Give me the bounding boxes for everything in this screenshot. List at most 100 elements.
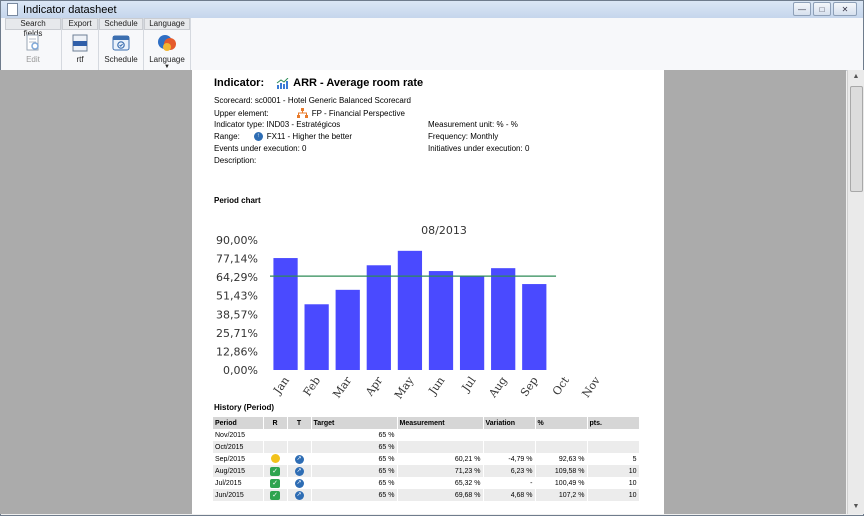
ribbon-toolbar: Search fields Edit Export rtf xyxy=(1,18,863,71)
cell-measurement xyxy=(397,429,484,441)
cell-period: Aug/2015 xyxy=(213,465,264,477)
events-field: Events under execution: 0 xyxy=(214,144,307,153)
group-label: Search fields xyxy=(5,18,61,38)
upper-element-field: Upper element: FP - Financial Perspectiv… xyxy=(214,108,405,119)
group-export: Export rtf xyxy=(62,18,99,70)
scroll-thumb[interactable] xyxy=(850,86,863,192)
period-chart-title: Period chart xyxy=(214,196,261,205)
group-label: Export xyxy=(62,18,98,30)
group-search-fields: Search fields Edit xyxy=(5,18,62,70)
group-label: Language xyxy=(144,18,190,30)
scorecard-field: Scorecard: sc0001 - Hotel Generic Balanc… xyxy=(214,96,411,105)
cell-pct: 109,58 % xyxy=(535,465,588,477)
minimize-button[interactable]: — xyxy=(793,2,811,16)
cell-pct xyxy=(535,429,588,441)
bar-aug xyxy=(491,268,516,370)
bar-jun xyxy=(428,271,454,370)
cell-pts xyxy=(587,429,640,441)
bar-apr xyxy=(366,265,391,370)
x-tick-label: Sep xyxy=(518,374,541,399)
language-dropdown-button[interactable]: Language ▼ xyxy=(149,33,185,70)
x-tick-label: Nov xyxy=(579,374,603,400)
table-row[interactable]: Jun/2015 ✓ ↗ 65 % 69,68 % 4,68 % 107,2 % 10 xyxy=(213,489,640,501)
column-header: pts. xyxy=(587,417,640,429)
cell-measurement: 69,68 % xyxy=(397,489,484,501)
cell-pct: 100,49 % xyxy=(535,477,588,489)
cell-target: 65 % xyxy=(311,441,398,453)
warning-smiley-icon xyxy=(270,453,280,463)
chart-title: 08/2013 xyxy=(421,224,467,237)
range-value: FX11 - Higher the better xyxy=(266,132,353,141)
x-tick-label: Feb xyxy=(301,374,323,398)
rtf-label: rtf xyxy=(76,55,84,64)
cell-period: Nov/2015 xyxy=(213,429,264,441)
table-row[interactable]: Sep/2015 ↗ 65 % 60,21 % -4,79 % 92,63 % 5 xyxy=(213,453,640,465)
cell-pct xyxy=(535,441,588,453)
chevron-down-icon: ▼ xyxy=(164,64,170,70)
bar-jul xyxy=(459,276,485,370)
range-field: Range: ↑ FX11 - Higher the better xyxy=(214,132,352,141)
cell-t: ↗ xyxy=(287,489,312,501)
table-row[interactable]: Oct/2015 65 % xyxy=(213,441,640,453)
checkmark-icon: ✓ xyxy=(270,466,280,476)
cell-r xyxy=(263,441,288,453)
cell-measurement xyxy=(397,441,484,453)
history-table: Period R T Target Measurement Variation% pts. … xyxy=(213,417,640,501)
column-header: Target xyxy=(311,417,398,429)
column-header: Period xyxy=(213,417,264,429)
cell-period: Sep/2015 xyxy=(213,453,264,465)
trend-up-icon: ↗ xyxy=(294,478,304,488)
cell-target: 65 % xyxy=(311,477,398,489)
table-row[interactable]: Jul/2015 ✓ ↗ 65 % 65,32 % -100,49 % 10 xyxy=(213,477,640,489)
measurement-unit-field: Measurement unit: % - % xyxy=(428,120,518,129)
column-header: Variation xyxy=(483,417,536,429)
x-tick-label: Jan xyxy=(270,374,292,397)
upper-element-value: FP - Financial Perspective xyxy=(311,109,405,118)
trend-up-icon: ↗ xyxy=(294,454,304,464)
cell-pts: 10 xyxy=(587,465,640,477)
schedule-button[interactable]: Schedule xyxy=(104,33,138,64)
report-page: Indicator: ARR - Average room rate Score… xyxy=(192,70,664,514)
x-tick-label: Jun xyxy=(426,374,448,398)
column-header: R xyxy=(263,417,288,429)
x-tick-label: May xyxy=(392,374,417,400)
cell-t xyxy=(287,441,312,453)
cell-measurement: 60,21 % xyxy=(397,453,484,465)
title-bar: Indicator datasheet — □ ✕ xyxy=(1,1,863,18)
edit-label: Edit xyxy=(26,55,40,64)
cell-pts: 10 xyxy=(587,489,640,501)
column-header: T xyxy=(287,417,312,429)
maximize-button[interactable]: □ xyxy=(813,2,831,16)
indicator-type-field: Indicator type: IND03 - Estratégicos xyxy=(214,120,341,129)
report-viewport[interactable]: Indicator: ARR - Average room rate Score… xyxy=(0,70,846,514)
cell-r xyxy=(263,453,288,465)
vertical-scrollbar[interactable]: ▲ ▼ xyxy=(847,70,864,514)
cell-t: ↗ xyxy=(287,465,312,477)
group-language: Language Language ▼ xyxy=(144,18,191,70)
cell-variation: -4,79 % xyxy=(483,453,536,465)
table-row[interactable]: Aug/2015 ✓ ↗ 65 % 71,23 % 6,23 % 109,58 % 10 xyxy=(213,465,640,477)
bar-mar xyxy=(335,289,360,370)
close-button[interactable]: ✕ xyxy=(833,2,857,16)
scroll-up-icon[interactable]: ▲ xyxy=(852,73,860,80)
cell-variation: - xyxy=(483,477,536,489)
cell-r: ✓ xyxy=(263,477,288,489)
x-tick-label: Aug xyxy=(486,374,510,400)
edit-button[interactable]: Edit xyxy=(23,33,43,64)
trend-up-icon: ↗ xyxy=(294,490,304,500)
y-tick-label: 90,00% xyxy=(216,234,258,247)
cell-period: Oct/2015 xyxy=(213,441,264,453)
cell-variation: 4,68 % xyxy=(483,489,536,501)
scroll-down-icon[interactable]: ▼ xyxy=(852,503,860,510)
cell-period: Jun/2015 xyxy=(213,489,264,501)
history-title: History (Period) xyxy=(214,403,275,412)
indicator-name: ARR - Average room rate xyxy=(293,77,424,89)
cell-t: ↗ xyxy=(287,453,312,465)
cell-target: 65 % xyxy=(311,453,398,465)
table-row[interactable]: Nov/2015 65 % xyxy=(213,429,640,441)
y-tick-label: 25,71% xyxy=(216,327,258,340)
rtf-export-button[interactable]: rtf xyxy=(70,33,90,64)
cell-measurement: 71,23 % xyxy=(397,465,484,477)
cell-period: Jul/2015 xyxy=(213,477,264,489)
cell-r: ✓ xyxy=(263,465,288,477)
